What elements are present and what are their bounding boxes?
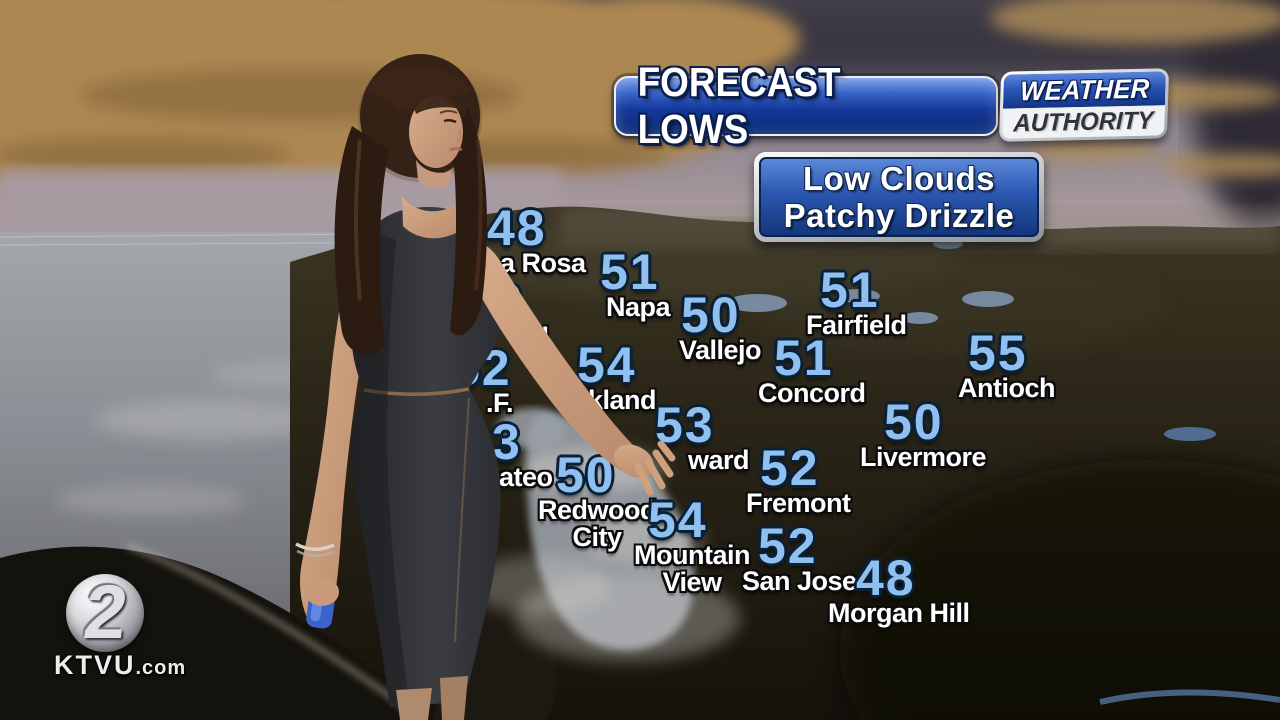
brand-line1: WEATHER [1019, 73, 1150, 106]
temp-value: 2 [494, 274, 524, 330]
city-name: Antioch [958, 373, 1056, 403]
map-label: 48 Morgan Hill [828, 550, 970, 627]
weather-authority-top: WEATHER [1002, 71, 1166, 109]
city-name: Fremont [746, 488, 851, 518]
map-label: 53 ward [655, 397, 750, 475]
temp-value: 3 [492, 414, 522, 470]
city-name: ateo [499, 462, 553, 492]
map-label: 50 Redwood City [538, 447, 657, 551]
temp-value: 52 [760, 440, 820, 496]
conditions-callout-inner: Low Clouds Patchy Drizzle [759, 157, 1039, 237]
weather-authority-logo: WEATHER AUTHORITY [998, 68, 1170, 142]
temp-value: 54 [648, 492, 708, 548]
map-label: 51 Fairfield [806, 262, 907, 339]
map-label: 48 a Rosa [487, 200, 586, 278]
station-website-name: KTVU [54, 650, 136, 680]
temp-value: 51 [820, 262, 880, 318]
temp-value: 51 [600, 244, 660, 300]
temp-value: 48 [487, 200, 547, 256]
map-label: 51 Concord [758, 330, 866, 407]
city-name: Concord [758, 378, 866, 408]
temp-value: 54 [577, 337, 637, 393]
callout-line1: Low Clouds [803, 160, 995, 197]
banner-title: FORECAST LOWS [637, 59, 841, 152]
city-name: kland [588, 385, 657, 415]
temp-value: 50 [884, 394, 944, 450]
temp-value: 53 [655, 397, 715, 453]
temp-value: 52 [452, 340, 512, 396]
channel-number: 2 [79, 569, 133, 655]
city-name: San Jose [742, 566, 857, 596]
map-label: 50 Vallejo [679, 287, 762, 365]
city-name: Mountain View [634, 540, 750, 597]
temp-value: 52 [758, 518, 818, 574]
city-name: el [527, 322, 549, 352]
station-website-tld: .com [135, 657, 187, 679]
weather-authority-bottom: AUTHORITY [1002, 105, 1165, 139]
city-name: Vallejo [679, 335, 762, 365]
map-label: 3 ateo [492, 414, 553, 492]
conditions-callout: Low Clouds Patchy Drizzle [754, 152, 1044, 242]
map-label: 50 Livermore [860, 394, 987, 471]
temp-value: 51 [774, 330, 834, 386]
city-name: Livermore [860, 442, 987, 472]
map-label: 52 San Jose [742, 518, 857, 595]
temp-value: 55 [968, 325, 1028, 381]
forecast-banner: FORECAST LOWS [614, 59, 998, 152]
temp-value: 48 [856, 550, 916, 606]
temp-value: 50 [681, 287, 741, 343]
map-label: 52 .F. [452, 340, 514, 418]
map-label: 51 Napa [600, 244, 671, 322]
city-name: ward [688, 445, 750, 475]
map-label: 52 Fremont [746, 440, 851, 517]
map-label: 54 kland [577, 337, 657, 415]
station-website: KTVU .com [54, 650, 186, 681]
weather-authority-inner: WEATHER AUTHORITY [1002, 71, 1166, 139]
temp-value: 50 [556, 447, 616, 503]
city-name: Morgan Hill [828, 598, 970, 628]
city-name: a Rosa [500, 248, 586, 278]
city-name: Napa [606, 292, 671, 322]
city-name: .F. [486, 388, 514, 418]
brand-line2: AUTHORITY [1013, 106, 1154, 138]
map-label: 55 Antioch [958, 325, 1056, 402]
callout-line2: Patchy Drizzle [783, 197, 1015, 234]
map-label: 54 Mountain View [634, 492, 750, 596]
